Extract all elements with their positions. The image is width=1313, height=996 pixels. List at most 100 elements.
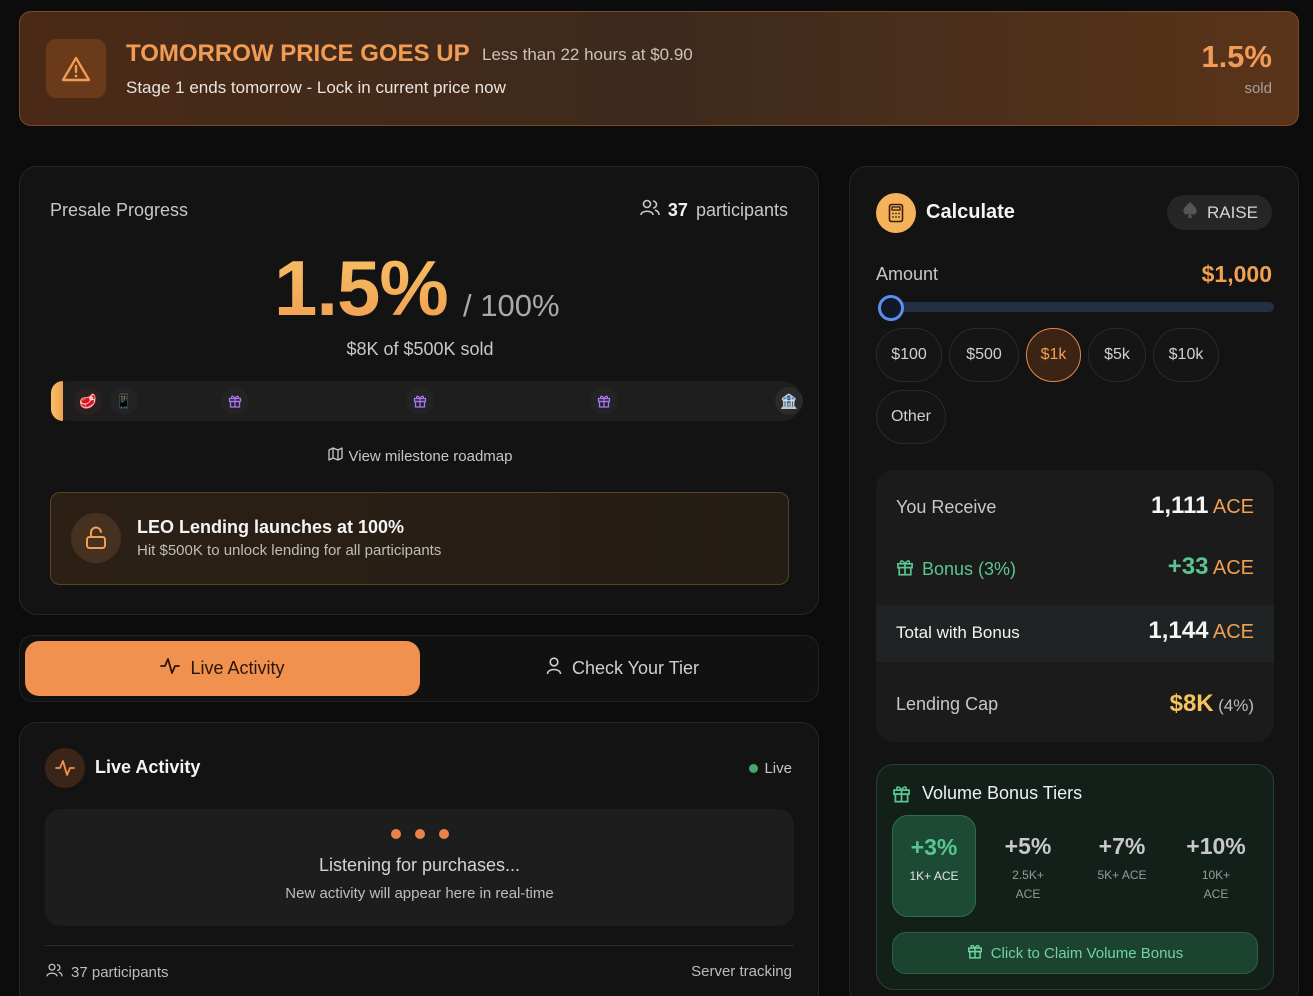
raise-button[interactable]: RAISE <box>1166 195 1272 230</box>
gift-icon <box>896 558 914 581</box>
activity-tabs: Live Activity Check Your Tier <box>19 635 819 702</box>
listening-title: Listening for purchases... <box>318 855 521 875</box>
live-dot-icon <box>749 764 759 773</box>
amount-slider[interactable] <box>878 302 1274 312</box>
tier-5-percent[interactable]: +5% 2.5K+ ACE <box>986 815 1070 917</box>
tab-check-tier[interactable]: Check Your Tier <box>430 641 815 696</box>
participants-number: 37 <box>667 200 688 220</box>
chip-1k[interactable]: $1k <box>1026 328 1081 382</box>
volume-bonus-title: Volume Bonus Tiers <box>922 783 1083 803</box>
presale-progress-title: Presale Progress <box>50 200 189 220</box>
calculator-card: Calculate RAISE Amount $1,000 $100 $500 … <box>849 166 1299 996</box>
listening-subtitle: New activity will appear here in real-ti… <box>285 885 554 902</box>
server-tracking-label: Server tracking <box>691 963 792 980</box>
banner-title: TOMORROW PRICE GOES UP <box>126 40 470 67</box>
progress-percent: 1.5% <box>274 244 449 332</box>
bonus-value: +33 <box>1167 553 1209 580</box>
total-label: Total with Bonus <box>896 623 1020 642</box>
warning-icon <box>46 39 106 98</box>
lending-cap-percent: (4%) <box>1218 696 1254 715</box>
live-label: Live <box>764 760 792 777</box>
progress-total: / 100% <box>463 288 560 323</box>
total-amount: 1,144 ACE <box>1148 617 1254 645</box>
gift-icon <box>892 784 911 808</box>
receive-summary: You Receive 1,111 ACE Bonus (3%) +33 ACE… <box>876 470 1274 742</box>
volume-bonus-panel: Volume Bonus Tiers +3% 1K+ ACE +5% 2.5K+… <box>876 764 1274 990</box>
amount-slider-thumb[interactable] <box>878 295 904 321</box>
lending-subtitle: Hit $500K to unlock lending for all part… <box>137 542 442 559</box>
users-icon <box>640 199 660 222</box>
tier-10-percent[interactable]: +10% 10K+ ACE <box>1174 815 1258 917</box>
tier-percent: +7% <box>1098 833 1146 859</box>
tier-threshold: 5K+ ACE <box>1097 868 1147 882</box>
chip-500[interactable]: $500 <box>949 328 1019 382</box>
unlock-icon <box>71 513 121 563</box>
presale-progress-card: Presale Progress 37 participants 1.5% / … <box>19 166 819 615</box>
gift-icon <box>967 943 983 963</box>
listening-panel: Listening for purchases... New activity … <box>45 809 794 926</box>
lending-cap-value: $8K <box>1169 690 1214 717</box>
tier-3-percent[interactable]: +3% 1K+ ACE <box>892 815 976 917</box>
live-indicator: Live <box>749 760 792 777</box>
bank-icon[interactable]: 🏦 <box>775 387 803 415</box>
lending-cap-amount: $8K (4%) <box>1170 690 1254 718</box>
bonus-unit: ACE <box>1212 557 1254 579</box>
view-roadmap-label: View milestone roadmap <box>348 447 513 465</box>
chip-100[interactable]: $100 <box>876 328 942 382</box>
total-unit: ACE <box>1212 621 1254 643</box>
claim-label: Click to Claim Volume Bonus <box>990 944 1184 962</box>
tier-threshold: 1K+ ACE <box>909 869 959 883</box>
lending-notice: LEO Lending launches at 100% Hit $500K t… <box>50 492 789 585</box>
claim-volume-bonus-button[interactable]: Click to Claim Volume Bonus <box>892 932 1258 974</box>
tier-percent: +3% <box>910 834 958 860</box>
tier-percent: +10% <box>1186 833 1246 859</box>
tier-percent: +5% <box>1004 833 1052 859</box>
participants-label: participants <box>695 200 788 220</box>
tab-check-tier-label: Check Your Tier <box>571 658 700 678</box>
chip-other[interactable]: Other <box>876 390 946 444</box>
spade-icon <box>1181 201 1199 224</box>
chip-10k[interactable]: $10k <box>1153 328 1219 382</box>
chip-5k[interactable]: $5k <box>1088 328 1146 382</box>
amount-label: Amount <box>876 264 939 284</box>
banner-subtitle: Less than 22 hours at $0.90 <box>482 45 693 64</box>
lending-cap-label: Lending Cap <box>896 694 999 714</box>
activity-icon <box>45 748 85 788</box>
banner-sold-label: sold <box>1244 80 1272 97</box>
tier-threshold: 10K+ ACE <box>1201 868 1231 901</box>
you-receive-label: You Receive <box>896 497 997 517</box>
divider <box>45 945 794 946</box>
you-receive-amount: 1,111 ACE <box>1151 492 1254 520</box>
tab-live-activity[interactable]: Live Activity <box>25 641 420 696</box>
view-roadmap-link[interactable]: View milestone roadmap <box>20 447 820 465</box>
gift-icon[interactable] <box>221 387 249 415</box>
amount-value: $1,000 <box>1201 261 1272 287</box>
phone-icon[interactable]: 📱 <box>110 387 138 415</box>
tab-live-activity-label: Live Activity <box>190 658 285 678</box>
calculator-title: Calculate <box>926 201 1015 223</box>
you-receive-value: 1,111 <box>1151 492 1209 519</box>
live-activity-card: Live Activity Live Listening for purchas… <box>19 722 819 996</box>
steak-icon[interactable]: 🥩 <box>74 387 102 415</box>
gift-icon[interactable] <box>590 387 618 415</box>
user-icon <box>546 657 562 680</box>
banner-message: Stage 1 ends tomorrow - Lock in current … <box>126 78 506 97</box>
lending-title: LEO Lending launches at 100% <box>137 517 405 537</box>
gift-icon[interactable] <box>406 387 434 415</box>
price-alert-banner: TOMORROW PRICE GOES UP Less than 22 hour… <box>19 11 1299 126</box>
activity-participants: 37 participants <box>46 963 169 982</box>
bonus-label: Bonus (3%) <box>922 559 1017 579</box>
loading-dots-icon <box>45 829 794 839</box>
live-activity-title: Live Activity <box>95 757 201 777</box>
participants-count: 37 participants <box>640 199 788 222</box>
sold-amount: $8K of $500K sold <box>346 339 494 359</box>
raise-label: RAISE <box>1206 202 1258 222</box>
tier-threshold: 2.5K+ ACE <box>1012 868 1044 901</box>
calculator-icon <box>876 193 916 233</box>
total-row: Total with Bonus 1,144 ACE <box>876 605 1274 662</box>
progress-fill <box>51 381 63 421</box>
bonus-row: Bonus (3%) <box>896 558 1016 581</box>
activity-participants-label: 37 participants <box>71 964 169 981</box>
tier-7-percent[interactable]: +7% 5K+ ACE <box>1080 815 1164 917</box>
activity-icon <box>160 657 181 680</box>
